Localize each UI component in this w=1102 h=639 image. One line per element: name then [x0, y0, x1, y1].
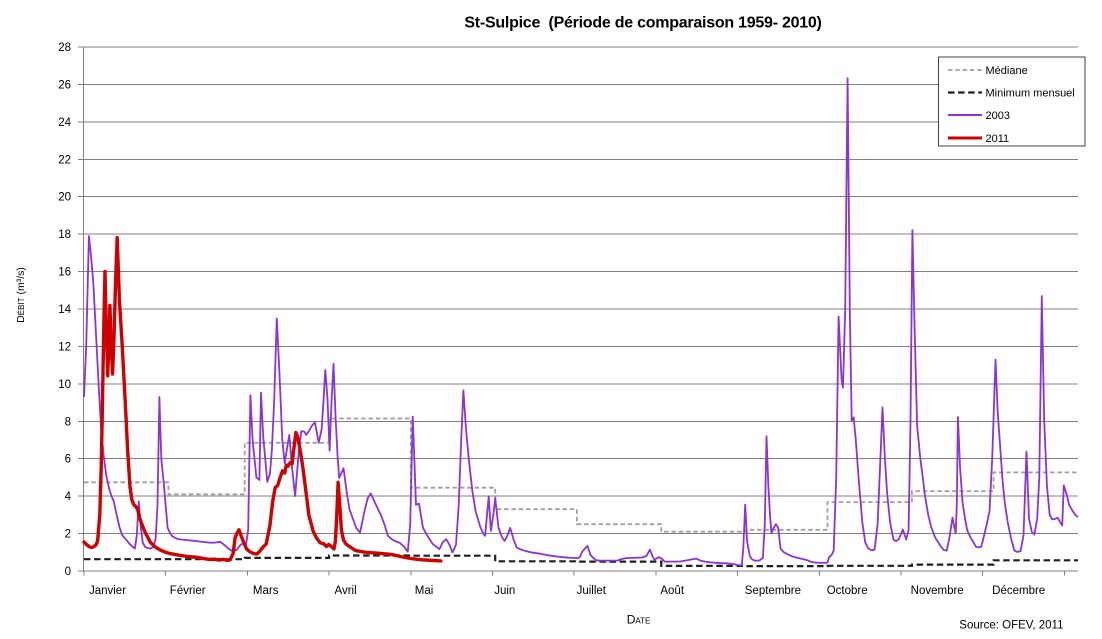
svg-text:DÉBIT (m³/s): DÉBIT (m³/s)	[15, 267, 27, 323]
svg-text:Minimum mensuel: Minimum mensuel	[986, 88, 1075, 100]
svg-text:Décembre: Décembre	[992, 585, 1045, 597]
svg-text:0: 0	[65, 566, 71, 578]
svg-text:18: 18	[58, 229, 71, 241]
svg-text:24: 24	[58, 117, 71, 129]
svg-text:Février: Février	[170, 585, 206, 597]
svg-text:2: 2	[65, 529, 71, 541]
svg-text:Mai: Mai	[415, 585, 434, 597]
svg-text:22: 22	[58, 154, 71, 166]
svg-text:Juillet: Juillet	[577, 585, 607, 597]
svg-text:20: 20	[58, 192, 71, 204]
svg-text:28: 28	[58, 42, 71, 54]
svg-text:Novembre: Novembre	[911, 585, 964, 597]
svg-text:6: 6	[65, 454, 71, 466]
svg-text:8: 8	[65, 416, 71, 428]
svg-text:Date: Date	[627, 613, 651, 627]
svg-text:10: 10	[58, 379, 71, 391]
svg-text:Mars: Mars	[253, 585, 279, 597]
svg-text:St-Sulpice (Période de compar: St-Sulpice (Période de comparaison 1959-…	[464, 15, 821, 32]
svg-text:Octobre: Octobre	[827, 585, 868, 597]
svg-text:Janvier: Janvier	[89, 585, 126, 597]
svg-text:Août: Août	[660, 585, 684, 597]
svg-text:4: 4	[65, 491, 72, 503]
svg-text:2011: 2011	[986, 133, 1010, 145]
svg-text:26: 26	[58, 79, 71, 91]
svg-text:Médiane: Médiane	[986, 65, 1028, 77]
svg-text:Avril: Avril	[335, 585, 357, 597]
svg-text:14: 14	[58, 304, 71, 316]
svg-text:2003: 2003	[986, 110, 1010, 122]
svg-text:12: 12	[58, 341, 71, 353]
svg-text:Source: OFEV, 2011: Source: OFEV, 2011	[959, 619, 1063, 631]
svg-text:16: 16	[58, 267, 71, 279]
svg-text:Juin: Juin	[494, 585, 515, 597]
svg-text:Septembre: Septembre	[745, 585, 801, 597]
